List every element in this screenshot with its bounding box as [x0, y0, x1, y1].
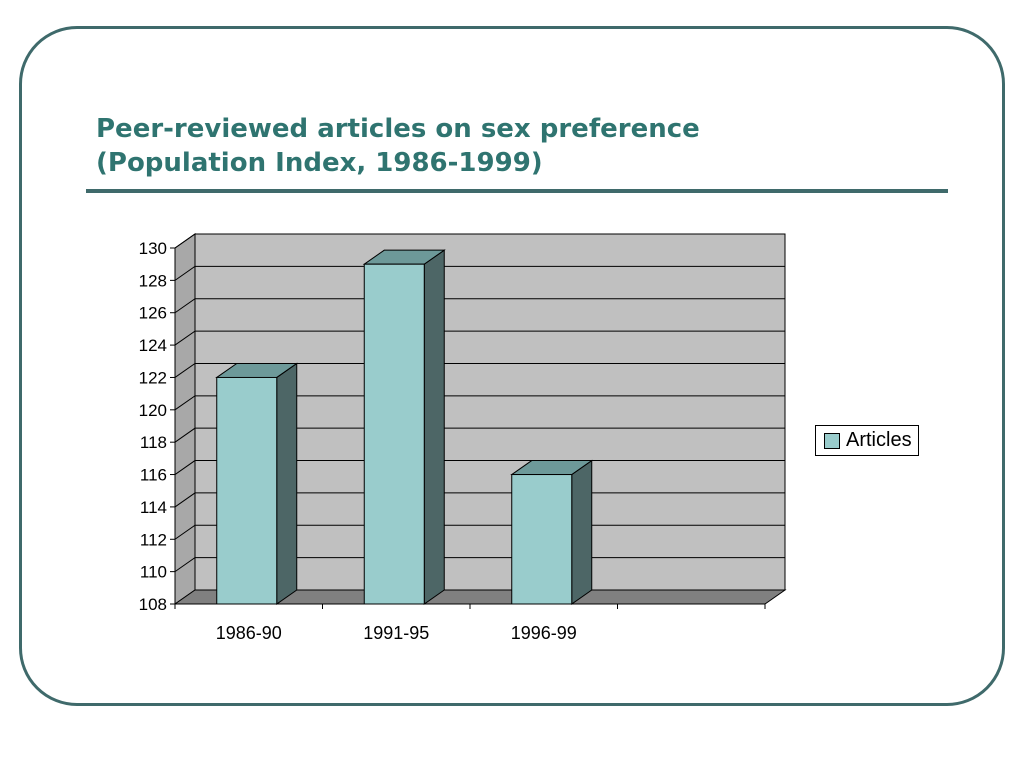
chart-legend: Articles [815, 425, 919, 456]
gridline [174, 265, 785, 281]
y-tick-label: 128 [139, 271, 167, 290]
slide-title: Peer-reviewed articles on sex preference… [96, 112, 700, 180]
y-tick-label: 126 [139, 304, 167, 323]
bar-front [363, 263, 425, 605]
bar-front [511, 474, 573, 605]
plot-side-wall [174, 233, 196, 605]
title-line-1: Peer-reviewed articles on sex preference [96, 114, 700, 144]
bar-front [216, 376, 278, 605]
bar-1986-90 [215, 362, 299, 605]
slide-frame [19, 26, 1005, 706]
legend-label-articles: Articles [846, 429, 912, 451]
title-line-2: (Population Index, 1986-1999) [96, 148, 543, 178]
gridline [174, 395, 785, 411]
legend-swatch-articles [824, 432, 840, 449]
y-tick-label: 130 [139, 239, 167, 258]
title-underline [86, 189, 948, 193]
x-category-label: 1991-95 [363, 623, 429, 643]
bar-1991-95 [362, 249, 446, 605]
chart-axes: 108 110 112 114 116 118 120 122 124 126 128 130 1986… [139, 239, 766, 643]
gridline [174, 362, 785, 378]
y-tick-label: 120 [139, 401, 167, 420]
chart-bars [215, 249, 594, 605]
bar-side [571, 459, 593, 605]
y-tick-label: 116 [140, 466, 167, 485]
y-tick-label: 108 [139, 595, 167, 614]
y-tick-label: 110 [140, 563, 167, 582]
bar-side [423, 249, 445, 605]
y-tick-label: 122 [139, 368, 167, 387]
gridline [174, 330, 785, 346]
y-tick-label: 112 [140, 530, 167, 549]
chart-background [173, 233, 787, 605]
y-tick-label: 118 [140, 433, 167, 452]
gridline [174, 298, 785, 314]
bar-1996-99 [510, 459, 594, 605]
x-category-label: 1986-90 [216, 623, 282, 643]
bar-side [276, 362, 298, 605]
gridline [174, 233, 785, 249]
y-tick-label: 114 [140, 498, 167, 517]
x-category-label: 1996-99 [511, 623, 577, 643]
gridline [174, 427, 785, 443]
y-tick-label: 124 [139, 336, 167, 355]
